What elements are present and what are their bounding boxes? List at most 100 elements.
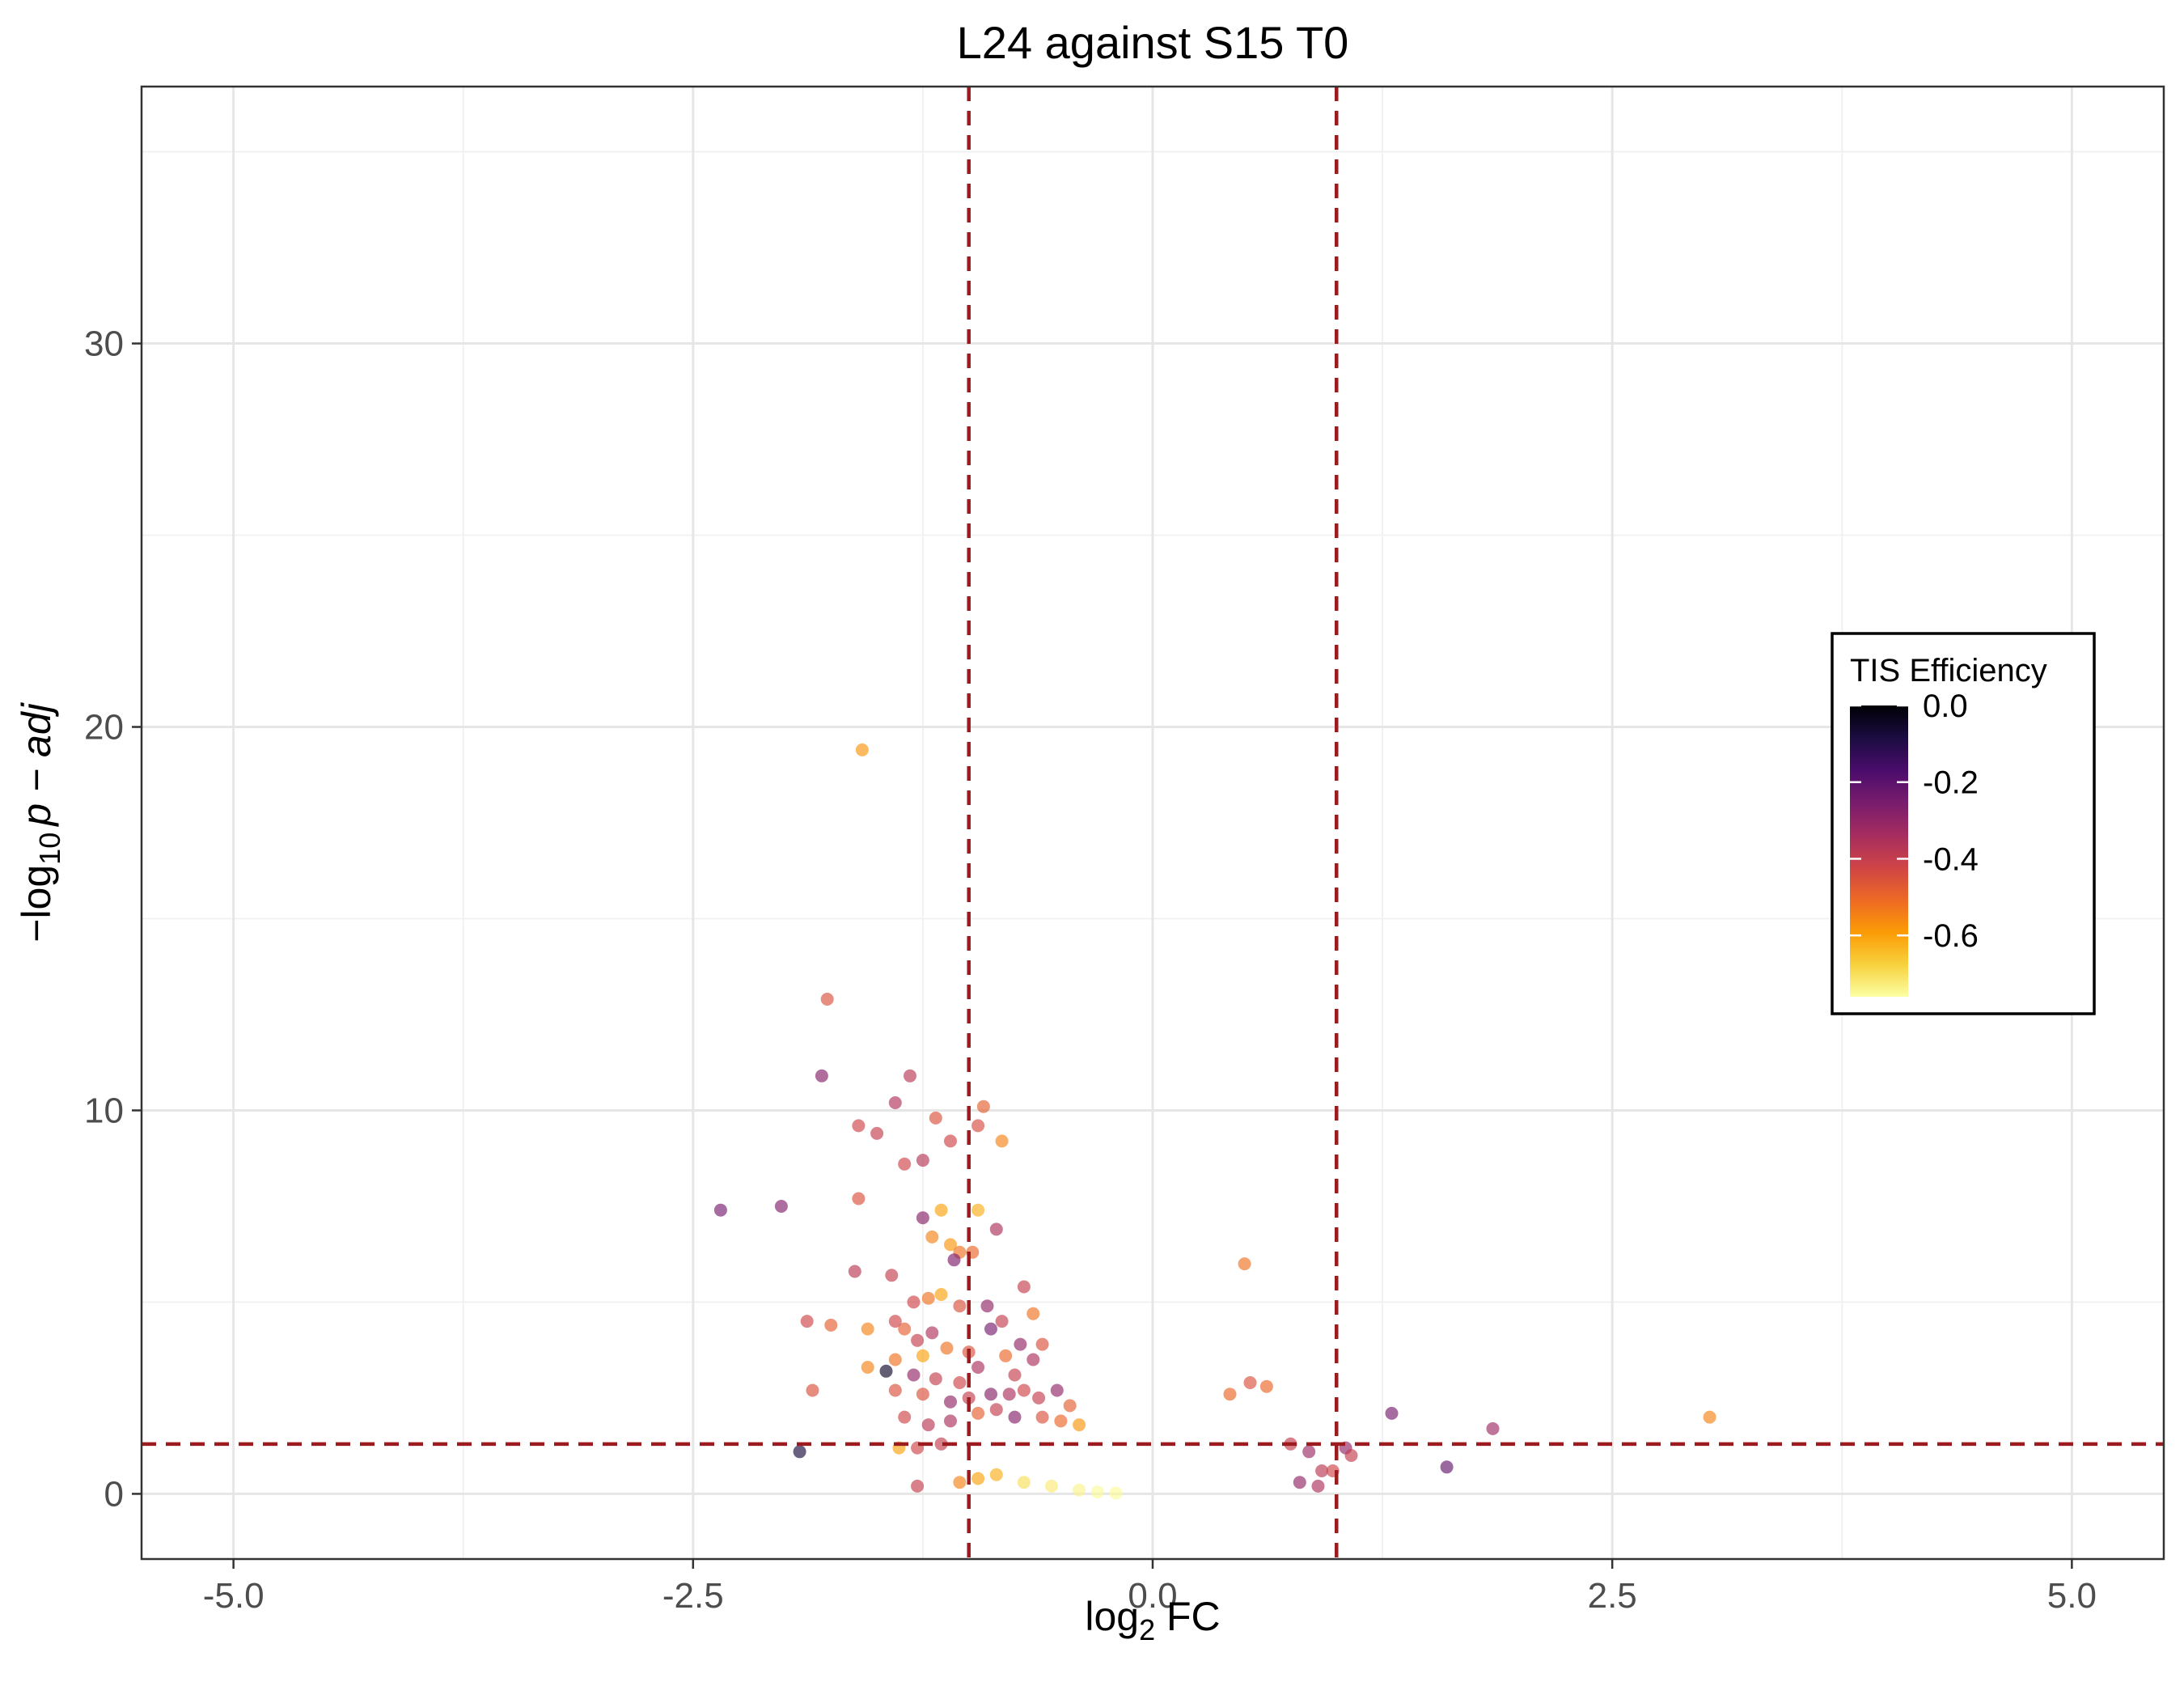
- data-point: [1026, 1353, 1040, 1366]
- data-point: [1026, 1307, 1040, 1320]
- data-point: [888, 1096, 902, 1109]
- data-point: [815, 1069, 828, 1083]
- data-point: [971, 1472, 985, 1485]
- data-point: [1440, 1460, 1454, 1474]
- data-point: [1017, 1476, 1031, 1489]
- x-tick-label: -2.5: [662, 1576, 724, 1616]
- data-point: [1002, 1388, 1016, 1401]
- x-axis-title-subscript: 2: [1139, 1613, 1155, 1646]
- data-point: [1238, 1257, 1251, 1271]
- legend-tick-label: -0.4: [1923, 841, 1979, 877]
- x-axis-title-base: log: [1085, 1594, 1139, 1639]
- x-tick-label: 2.5: [1588, 1576, 1637, 1616]
- data-point: [1063, 1399, 1077, 1413]
- data-point: [1017, 1383, 1031, 1397]
- data-point: [925, 1326, 939, 1340]
- data-point: [944, 1395, 957, 1409]
- data-point: [824, 1318, 838, 1332]
- data-point: [1259, 1379, 1273, 1393]
- data-point: [1050, 1383, 1064, 1397]
- data-point: [934, 1437, 948, 1451]
- data-point: [1073, 1483, 1086, 1497]
- threshold-lines: [142, 87, 2164, 1559]
- data-point: [929, 1111, 942, 1125]
- data-point: [774, 1200, 788, 1213]
- data-point: [1385, 1406, 1399, 1420]
- data-point: [916, 1154, 929, 1167]
- data-point: [1008, 1368, 1022, 1382]
- data-point: [976, 1099, 990, 1113]
- legend-colorbar: [1850, 705, 1908, 997]
- legend-title: TIS Efficiency: [1850, 653, 2047, 688]
- data-point: [1017, 1280, 1031, 1294]
- data-point: [999, 1349, 1013, 1362]
- data-point: [995, 1315, 1009, 1328]
- data-point: [713, 1203, 727, 1217]
- grid-lines: [142, 87, 2164, 1559]
- data-point: [848, 1265, 861, 1278]
- data-point: [911, 1479, 925, 1493]
- data-point: [1090, 1485, 1104, 1499]
- data-point: [1032, 1391, 1046, 1405]
- x-tick-label: 5.0: [2047, 1576, 2097, 1616]
- data-point: [820, 993, 834, 1006]
- data-point: [1243, 1376, 1257, 1389]
- data-point: [1293, 1476, 1306, 1489]
- data-point: [1486, 1421, 1500, 1435]
- data-point: [907, 1295, 921, 1309]
- x-tick-label: -5.0: [203, 1576, 265, 1616]
- data-point: [1315, 1464, 1329, 1477]
- data-point: [929, 1372, 942, 1386]
- data-point: [971, 1119, 985, 1133]
- y-axis-title-italic: p − adj: [14, 701, 59, 827]
- data-point: [904, 1069, 916, 1083]
- data-point: [861, 1361, 874, 1374]
- data-point: [911, 1333, 925, 1347]
- data-point: [944, 1134, 957, 1148]
- x-axis-title-rest: FC: [1155, 1594, 1221, 1639]
- data-point: [852, 1192, 866, 1205]
- data-point: [1045, 1479, 1058, 1493]
- data-point: [953, 1376, 967, 1389]
- data-point: [940, 1341, 954, 1355]
- data-point: [855, 743, 869, 756]
- data-point: [888, 1353, 902, 1366]
- data-point: [907, 1368, 921, 1382]
- data-point: [984, 1322, 997, 1336]
- data-point: [1035, 1410, 1049, 1424]
- y-tick-label: 20: [84, 708, 124, 748]
- x-axis-ticks: -5.0 -2.5 0.0 2.5 5.0: [203, 1559, 2097, 1616]
- data-point: [925, 1230, 939, 1244]
- data-point: [898, 1157, 912, 1171]
- y-tick-label: 30: [84, 324, 124, 364]
- y-axis-title: −log10 p − adj: [14, 701, 66, 942]
- data-point: [879, 1364, 893, 1378]
- data-point: [1302, 1445, 1316, 1459]
- y-axis-title-prefix: −log: [14, 865, 59, 943]
- x-axis-title: log2 FC: [1085, 1594, 1220, 1646]
- data-point: [916, 1388, 929, 1401]
- legend-tick-label: 0.0: [1923, 688, 1968, 724]
- data-point: [898, 1322, 912, 1336]
- data-point: [1311, 1479, 1325, 1493]
- data-point: [1035, 1337, 1049, 1351]
- data-point: [989, 1222, 1003, 1236]
- y-axis-title-subscript: 10: [33, 833, 66, 865]
- data-point: [861, 1322, 874, 1336]
- data-point: [898, 1410, 912, 1424]
- data-point: [1344, 1449, 1358, 1462]
- data-point: [971, 1361, 985, 1374]
- data-point: [793, 1445, 806, 1459]
- data-point: [989, 1403, 1003, 1417]
- data-point: [953, 1299, 967, 1313]
- legend-tick-label: -0.6: [1923, 918, 1979, 954]
- data-point: [989, 1468, 1003, 1481]
- data-point: [1054, 1414, 1068, 1428]
- data-point: [888, 1315, 902, 1328]
- y-tick-label: 0: [104, 1474, 124, 1514]
- data-points: [713, 743, 1716, 1500]
- data-point: [888, 1383, 902, 1397]
- data-point: [870, 1126, 884, 1140]
- data-point: [995, 1134, 1009, 1148]
